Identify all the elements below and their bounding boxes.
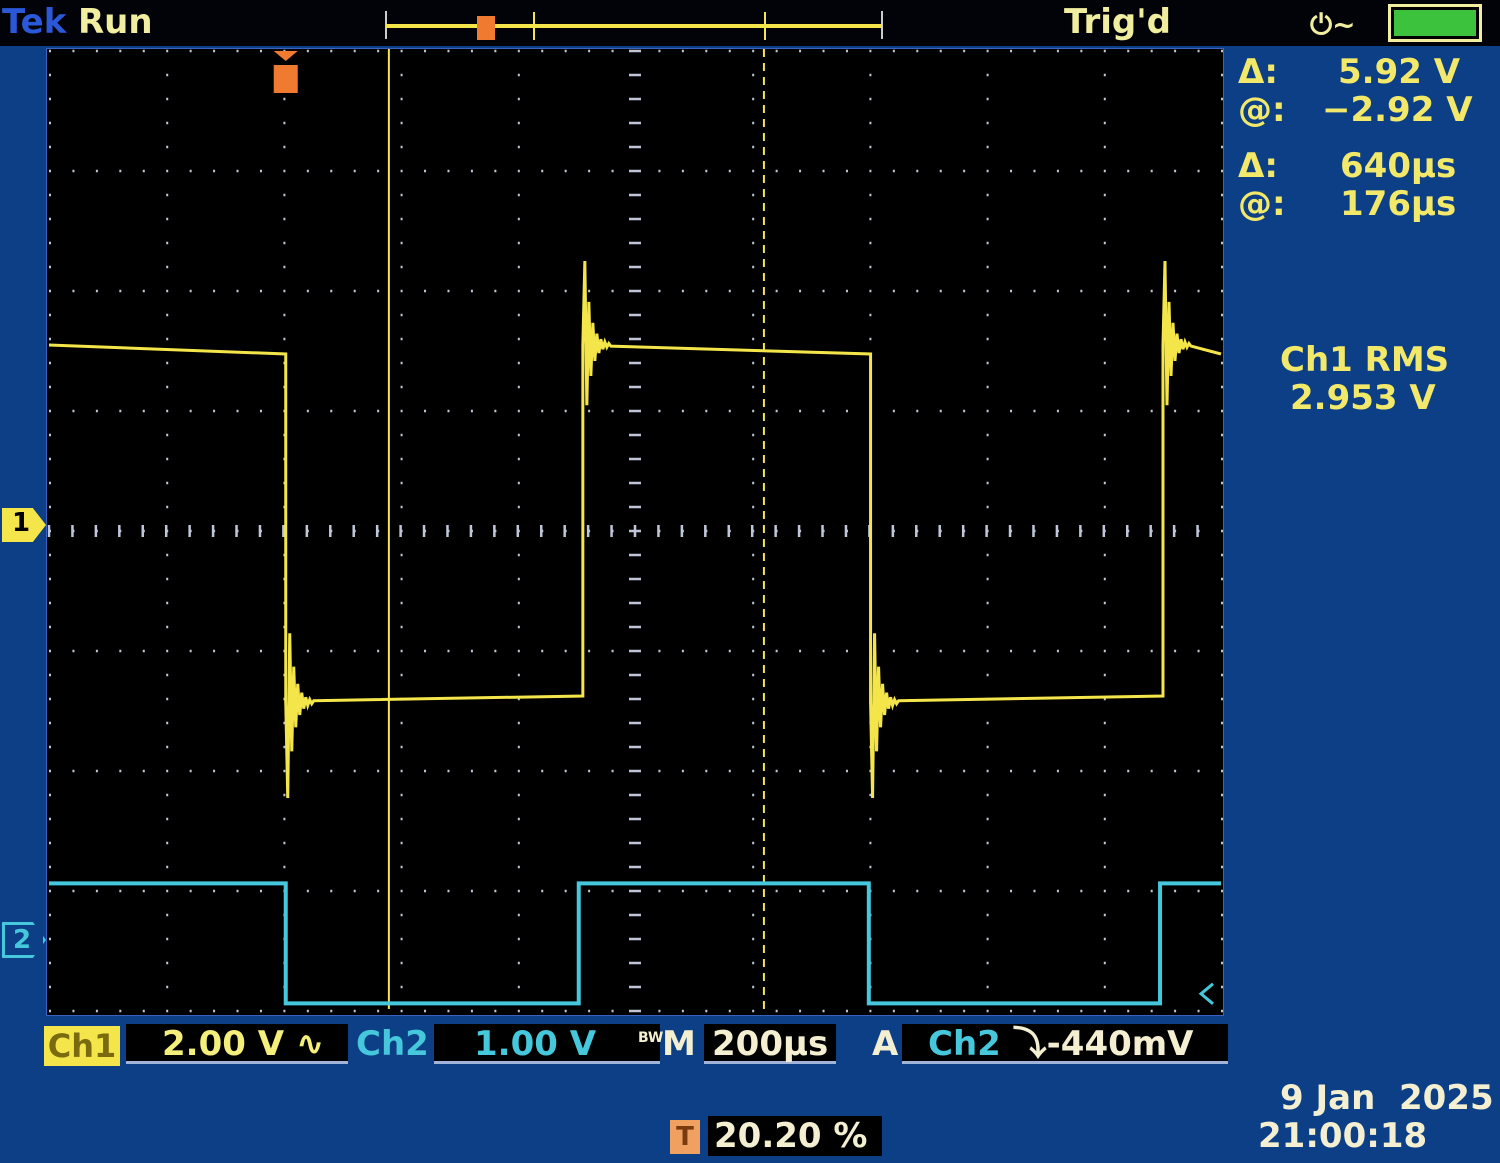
measurement-value: 2.953 V [1290, 378, 1436, 418]
graticule-display [46, 48, 1224, 1016]
v-at-value: −2.92 V [1322, 90, 1473, 130]
waveform-plot [47, 49, 1223, 1013]
v-at-label: @: [1238, 90, 1286, 130]
trigger-mode: A [872, 1024, 899, 1064]
ch2-waveform [49, 881, 1221, 1006]
ch2-label[interactable]: Ch2 [356, 1024, 429, 1064]
t-at-value: 176µs [1340, 184, 1457, 224]
trigger-source: Ch2 [928, 1024, 1001, 1064]
graticule-grid [47, 49, 1223, 1013]
brand-logo: Tek [2, 2, 67, 42]
trigger-settings[interactable]: Ch2 ⤵-440mV [902, 1024, 1228, 1064]
trigger-position-icon: T [670, 1120, 700, 1154]
t-delta-value: 640µs [1340, 146, 1457, 186]
ac-plug-icon: ⏻~ [1310, 8, 1356, 41]
trigger-level-icon [1198, 982, 1214, 1005]
ch2-scale[interactable]: 1.00 V [434, 1024, 660, 1064]
ch1-button[interactable]: Ch1 [44, 1026, 120, 1066]
t-delta-label: Δ: [1238, 146, 1278, 186]
falling-edge-icon: ⤵ [1012, 1024, 1047, 1064]
battery-full-icon [1388, 4, 1482, 42]
t-at-label: @: [1238, 184, 1286, 224]
trigger-position-value[interactable]: 20.20 % [708, 1116, 882, 1156]
top-status-bar [0, 0, 1500, 46]
v-delta-label: Δ: [1238, 52, 1278, 92]
main-timebase-label: M [662, 1024, 696, 1064]
ac-coupling-icon: ∿ [295, 1024, 325, 1064]
bandwidth-limit-icon: BW [638, 1030, 664, 1046]
timebase-value[interactable]: 200µs [704, 1024, 836, 1064]
date: 9 Jan 2025 [1280, 1078, 1494, 1118]
trigger-point-icon [273, 51, 298, 93]
trigger-position-icon [477, 16, 495, 40]
v-delta-value: 5.92 V [1338, 52, 1461, 92]
ch2-ground-marker[interactable]: 2 [2, 922, 46, 958]
ch1-scale-value: 2.00 V [162, 1024, 285, 1064]
record-view-bar [385, 11, 883, 40]
ch1-scale[interactable]: 2.00 V ∿ [126, 1024, 348, 1064]
trigger-state: Trig'd [1064, 2, 1171, 42]
time: 21:00:18 [1258, 1116, 1428, 1156]
ch1-waveform [48, 260, 1222, 799]
ch1-ground-marker[interactable]: 1 [2, 508, 46, 542]
trigger-level: -440mV [1046, 1024, 1194, 1064]
acquisition-state: Run [78, 2, 153, 42]
measurement-label: Ch1 RMS [1280, 340, 1450, 380]
